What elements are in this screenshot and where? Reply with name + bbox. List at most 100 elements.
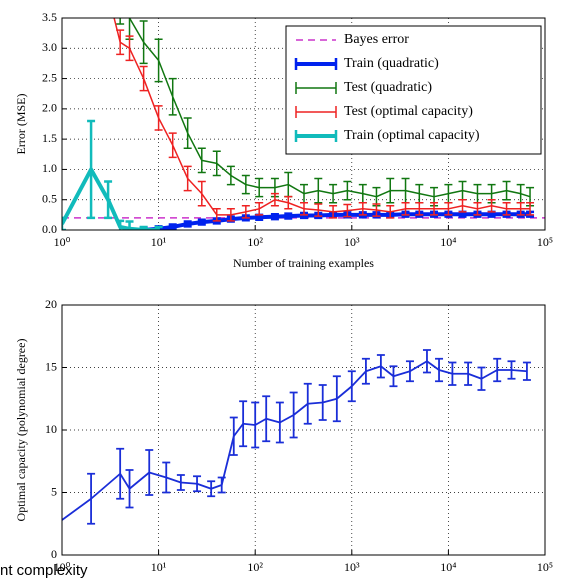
error-bar: [487, 198, 496, 213]
error-bar: [284, 195, 293, 210]
error-bar: [303, 382, 312, 425]
y-tick-label: 5: [51, 484, 57, 498]
x-tick-label: 10²: [247, 560, 263, 574]
error-bar: [197, 180, 206, 207]
error-bar: [386, 177, 395, 204]
y-tick-label: 20: [45, 297, 57, 311]
legend-cap: [295, 106, 337, 118]
y-tick-label: 15: [45, 359, 57, 373]
x-tick-label: 10⁵: [537, 235, 553, 249]
y-tick-label: 10: [45, 422, 57, 436]
y-tick-label: 2.0: [42, 101, 57, 115]
error-bar: [145, 449, 154, 496]
x-tick-label: 10⁰: [54, 560, 71, 574]
error-bar: [289, 391, 298, 439]
error-bar: [241, 174, 250, 195]
legend-cap: [295, 82, 337, 94]
y-tick-label: 0.5: [42, 191, 57, 205]
error-bar: [343, 203, 352, 218]
error-bar: [415, 201, 424, 216]
error-bar: [270, 213, 279, 221]
error-bar: [386, 205, 395, 219]
plot-border: [61, 304, 546, 556]
error-bar: [212, 208, 221, 222]
series-line: [62, 360, 527, 521]
error-bar: [251, 401, 260, 449]
error-bar: [389, 365, 398, 388]
legend-cap: [294, 130, 338, 142]
error-bar: [372, 203, 381, 217]
x-axis-label: Number of training examples: [233, 256, 374, 270]
error-bar: [116, 447, 125, 500]
error-bar: [507, 360, 516, 380]
error-bar: [526, 201, 535, 216]
error-bar: [473, 201, 482, 216]
x-tick-label: 10²: [247, 235, 263, 249]
error-bar: [125, 35, 134, 62]
error-bar: [217, 476, 226, 494]
x-tick-label: 10⁴: [440, 560, 456, 574]
error-bar: [162, 461, 171, 494]
error-bar: [430, 201, 439, 216]
error-bar: [104, 0, 112, 6]
error-bar: [87, 119, 96, 220]
legend-label: Train (optimal capacity): [344, 128, 480, 143]
error-bar: [154, 225, 163, 230]
y-tick-label: 2.5: [42, 70, 57, 84]
error-bar: [116, 18, 125, 25]
y-tick-label: 3.0: [42, 40, 57, 54]
y-tick-label: 0: [51, 547, 57, 561]
error-bar: [358, 201, 367, 216]
error-bar: [343, 180, 352, 201]
error-bar: [435, 357, 444, 383]
error-bar: [168, 132, 177, 159]
error-bar: [139, 225, 148, 230]
error-bar: [207, 480, 216, 498]
error-bar: [516, 201, 525, 216]
x-tick-label: 10⁵: [537, 560, 553, 574]
error-bar: [347, 370, 356, 403]
legend-label: Test (quadratic): [344, 80, 432, 95]
error-bar: [329, 205, 338, 219]
error-bar: [401, 201, 410, 216]
error-bar: [154, 38, 163, 83]
error-bar: [241, 205, 250, 219]
y-tick-label: 0.0: [42, 222, 57, 236]
error-bar: [176, 474, 185, 491]
x-tick-label: 10¹: [151, 235, 167, 249]
error-bar: [458, 198, 467, 213]
error-bar: [314, 203, 323, 217]
error-bar: [376, 354, 385, 379]
legend-cap: [294, 58, 338, 70]
error-bar: [270, 192, 279, 207]
plot-area: [62, 0, 545, 230]
error-bar: [139, 65, 148, 92]
error-bar: [444, 201, 453, 216]
error-bar: [464, 361, 473, 386]
error-bar: [87, 472, 96, 525]
error-bar: [229, 416, 238, 456]
series-line: [143, 212, 531, 230]
error-bar: [139, 20, 148, 65]
error-bar: [255, 201, 264, 216]
error-bar: [125, 220, 134, 230]
error-bar: [183, 117, 192, 149]
error-bar: [493, 357, 502, 383]
error-bar: [197, 147, 206, 174]
error-bar: [212, 150, 221, 177]
x-tick-label: 10¹: [151, 560, 167, 574]
error-bar: [314, 177, 323, 204]
legend-label: Bayes error: [344, 32, 409, 47]
error-bar: [168, 223, 177, 230]
error-bar: [262, 395, 271, 443]
error-bar: [477, 366, 486, 391]
legend-label: Train (quadratic): [344, 56, 439, 71]
error-bar: [168, 77, 177, 116]
x-tick-label: 10³: [344, 235, 360, 249]
legend-label: Test (optimal capacity): [344, 104, 473, 119]
error-bar: [284, 212, 293, 220]
error-bar: [502, 201, 511, 216]
error-bar: [116, 29, 125, 56]
plot-border: [61, 17, 546, 231]
plot-area: [62, 349, 531, 525]
